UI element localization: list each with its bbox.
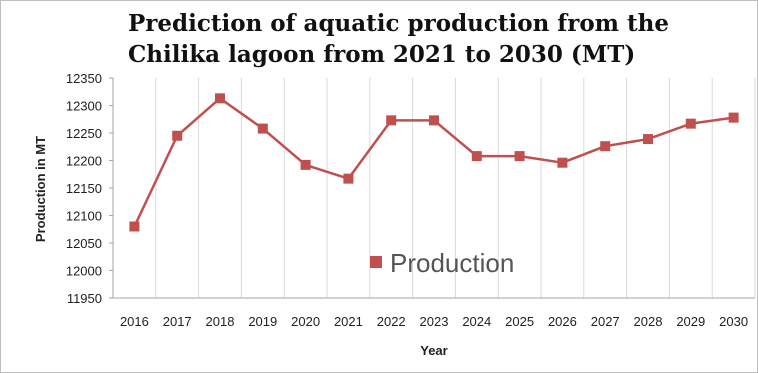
- chart-title: Prediction of aquatic production from th…: [128, 10, 669, 68]
- x-tick-label: 2027: [591, 314, 620, 329]
- y-tick-label: 12000: [66, 264, 102, 279]
- y-tick-label: 12300: [66, 99, 102, 114]
- data-point: [643, 134, 653, 145]
- data-point: [557, 157, 568, 168]
- y-tick-label: 11950: [67, 291, 102, 306]
- y-tick-label: 12350: [66, 71, 102, 86]
- x-tick-label: 2029: [676, 314, 705, 329]
- x-tick-label: 2017: [163, 314, 192, 329]
- data-point: [728, 112, 739, 123]
- legend: Production: [370, 248, 514, 278]
- data-point: [600, 141, 611, 152]
- x-axis-title: Year: [420, 343, 447, 358]
- x-tick-label: 2021: [334, 314, 363, 329]
- legend-marker: [370, 256, 382, 268]
- data-point: [172, 130, 183, 141]
- x-tick-label: 2024: [462, 314, 491, 329]
- x-tick-label: 2030: [719, 314, 748, 329]
- y-tick-label: 12050: [66, 236, 102, 251]
- x-tick-label: 2028: [634, 314, 663, 329]
- legend-label: Production: [390, 248, 514, 278]
- data-point: [386, 115, 397, 126]
- y-tick-label: 12100: [66, 209, 102, 224]
- x-tick-label: 2019: [248, 314, 277, 329]
- y-tick-label: 12250: [66, 126, 102, 141]
- x-tick-label: 2025: [505, 314, 534, 329]
- data-point: [343, 173, 354, 184]
- x-tick-label: 2023: [420, 314, 449, 329]
- y-tick-label: 12150: [66, 181, 102, 196]
- data-point: [129, 221, 140, 232]
- data-point: [257, 123, 268, 134]
- y-tick-label: 12200: [66, 154, 102, 169]
- data-point: [471, 151, 482, 162]
- x-tick-label: 2022: [377, 314, 406, 329]
- x-tick-label: 2018: [206, 314, 235, 329]
- data-point: [685, 118, 696, 129]
- x-tick-label: 2016: [120, 314, 149, 329]
- data-point: [514, 151, 525, 162]
- x-tick-label: 2020: [291, 314, 320, 329]
- y-axis-title: Production in MT: [33, 136, 48, 242]
- data-point: [300, 159, 311, 170]
- data-point: [429, 115, 439, 126]
- data-point: [215, 93, 225, 104]
- x-tick-label: 2026: [548, 314, 577, 329]
